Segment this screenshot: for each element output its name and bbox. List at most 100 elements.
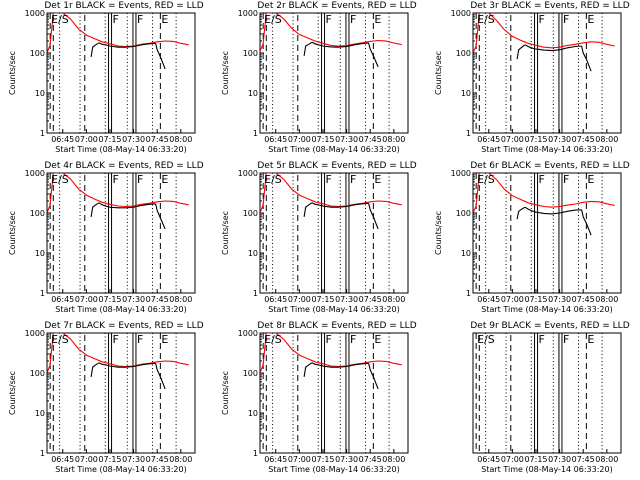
event-marker-label: E/S	[477, 333, 495, 346]
event-marker-label: E/S	[51, 13, 69, 26]
x-tick-label: 07:30	[122, 135, 145, 144]
y-tick-label: 100	[30, 369, 45, 378]
events-series-line	[90, 362, 100, 377]
x-tick-label: 07:15	[524, 455, 547, 464]
y-tick-label: 100	[456, 209, 471, 218]
y-tick-label: 10	[35, 249, 45, 258]
x-axis-label: Start Time (08-May-14 06:33:20)	[55, 305, 186, 314]
events-series-line	[516, 206, 526, 220]
y-axis-label: Counts/sec	[8, 211, 17, 255]
plot-frame	[259, 172, 409, 294]
plot-frame	[472, 12, 622, 134]
plot-area	[47, 333, 189, 453]
x-tick-label: 07:45	[572, 295, 595, 304]
plot-area	[260, 173, 402, 293]
event-marker-label: E/S	[51, 333, 69, 346]
y-tick-label: 1	[466, 289, 471, 298]
event-marker-label: E/S	[477, 13, 495, 26]
event-marker-label: E	[161, 173, 168, 186]
x-tick-label: 07:15	[311, 295, 334, 304]
y-tick-label: 1	[40, 129, 45, 138]
events-series-line	[524, 206, 582, 215]
event-marker-label: F	[539, 13, 545, 26]
x-tick-label: 07:45	[146, 455, 169, 464]
x-tick-label: 06:45	[264, 455, 287, 464]
y-tick-label: 10	[35, 89, 45, 98]
chart-svg: Det 4r BLACK = Events, RED = LLD E/S F F E 1 1…	[8, 161, 204, 314]
plot-frame	[259, 332, 409, 454]
event-marker-label: F	[539, 173, 545, 186]
plot-area	[473, 13, 615, 133]
events-series-line	[516, 44, 526, 60]
plot-area	[260, 333, 402, 453]
event-marker-label: F	[326, 333, 332, 346]
plot-frame	[46, 12, 196, 134]
x-tick-label: 06:45	[51, 135, 74, 144]
y-tick-label: 1000	[25, 329, 45, 338]
detector-panel: Det 9r BLACK = Events, RED = LLD E/S F F E 06…	[426, 320, 639, 480]
lld-series-line	[47, 333, 189, 374]
events-series-line	[98, 42, 156, 48]
x-axis-label: Start Time (08-May-14 06:33:20)	[481, 145, 612, 154]
x-tick-label: 08:00	[595, 295, 618, 304]
y-axis-label: Counts/sec	[8, 51, 17, 95]
event-marker-label: E/S	[264, 173, 282, 186]
y-axis-label: Counts/sec	[434, 211, 443, 255]
events-series-line	[303, 41, 313, 56]
event-marker-label: E	[374, 173, 381, 186]
event-marker-label: E	[587, 13, 594, 26]
x-tick-label: 07:00	[288, 295, 311, 304]
detector-panel: Det 3r BLACK = Events, RED = LLD E/S F F E 1 1…	[426, 0, 639, 160]
detector-panel: Det 2r BLACK = Events, RED = LLD E/S F F E 1 1…	[213, 0, 426, 160]
y-tick-label: 10	[248, 89, 258, 98]
y-tick-label: 10	[248, 409, 258, 418]
y-tick-label: 1000	[25, 9, 45, 18]
x-tick-label: 07:45	[572, 455, 595, 464]
y-axis-label: Counts/sec	[221, 371, 230, 415]
events-series-line	[368, 42, 379, 68]
events-series-line	[155, 203, 166, 230]
event-marker-label: F	[137, 333, 143, 346]
events-series-line	[155, 363, 166, 390]
event-marker-label: F	[113, 173, 119, 186]
chart-title: Det 2r BLACK = Events, RED = LLD	[257, 1, 416, 11]
x-tick-label: 08:00	[595, 455, 618, 464]
x-tick-label: 07:30	[548, 455, 571, 464]
event-marker-label: F	[137, 13, 143, 26]
event-marker-label: E	[374, 333, 381, 346]
chart-title: Det 8r BLACK = Events, RED = LLD	[257, 321, 416, 331]
plot-frame	[472, 172, 622, 294]
x-tick-label: 07:45	[359, 135, 382, 144]
detector-panel: Det 4r BLACK = Events, RED = LLD E/S F F E 1 1…	[0, 160, 213, 320]
event-marker-label: F	[350, 333, 356, 346]
events-series-line	[524, 44, 582, 52]
x-tick-label: 07:45	[359, 295, 382, 304]
chart-svg: Det 1r BLACK = Events, RED = LLD E/S F F E 1 1…	[8, 1, 204, 154]
x-tick-label: 07:30	[335, 455, 358, 464]
x-tick-label: 08:00	[382, 455, 405, 464]
events-series-line	[155, 43, 166, 70]
y-tick-label: 1	[253, 129, 258, 138]
plot-area	[473, 173, 615, 293]
y-axis-label: Counts/sec	[8, 371, 17, 415]
event-marker-label: E	[161, 13, 168, 26]
x-axis-label: Start Time (08-May-14 06:33:20)	[55, 465, 186, 474]
x-tick-label: 08:00	[169, 455, 192, 464]
chart-svg: Det 5r BLACK = Events, RED = LLD E/S F F E 1 1…	[221, 161, 417, 314]
chart-title: Det 6r BLACK = Events, RED = LLD	[470, 161, 629, 171]
events-series-line	[303, 362, 313, 377]
y-tick-label: 100	[456, 49, 471, 58]
events-series-line	[98, 362, 156, 368]
event-marker-label: F	[113, 13, 119, 26]
x-tick-label: 07:30	[335, 135, 358, 144]
y-tick-label: 1	[40, 449, 45, 458]
events-series-line	[311, 362, 369, 368]
event-marker-label: F	[350, 173, 356, 186]
event-marker-label: E	[587, 333, 594, 346]
event-marker-label: E	[374, 13, 381, 26]
event-marker-label: F	[563, 13, 569, 26]
y-tick-label: 1000	[238, 9, 258, 18]
y-tick-label: 1	[40, 289, 45, 298]
x-tick-label: 07:45	[359, 455, 382, 464]
